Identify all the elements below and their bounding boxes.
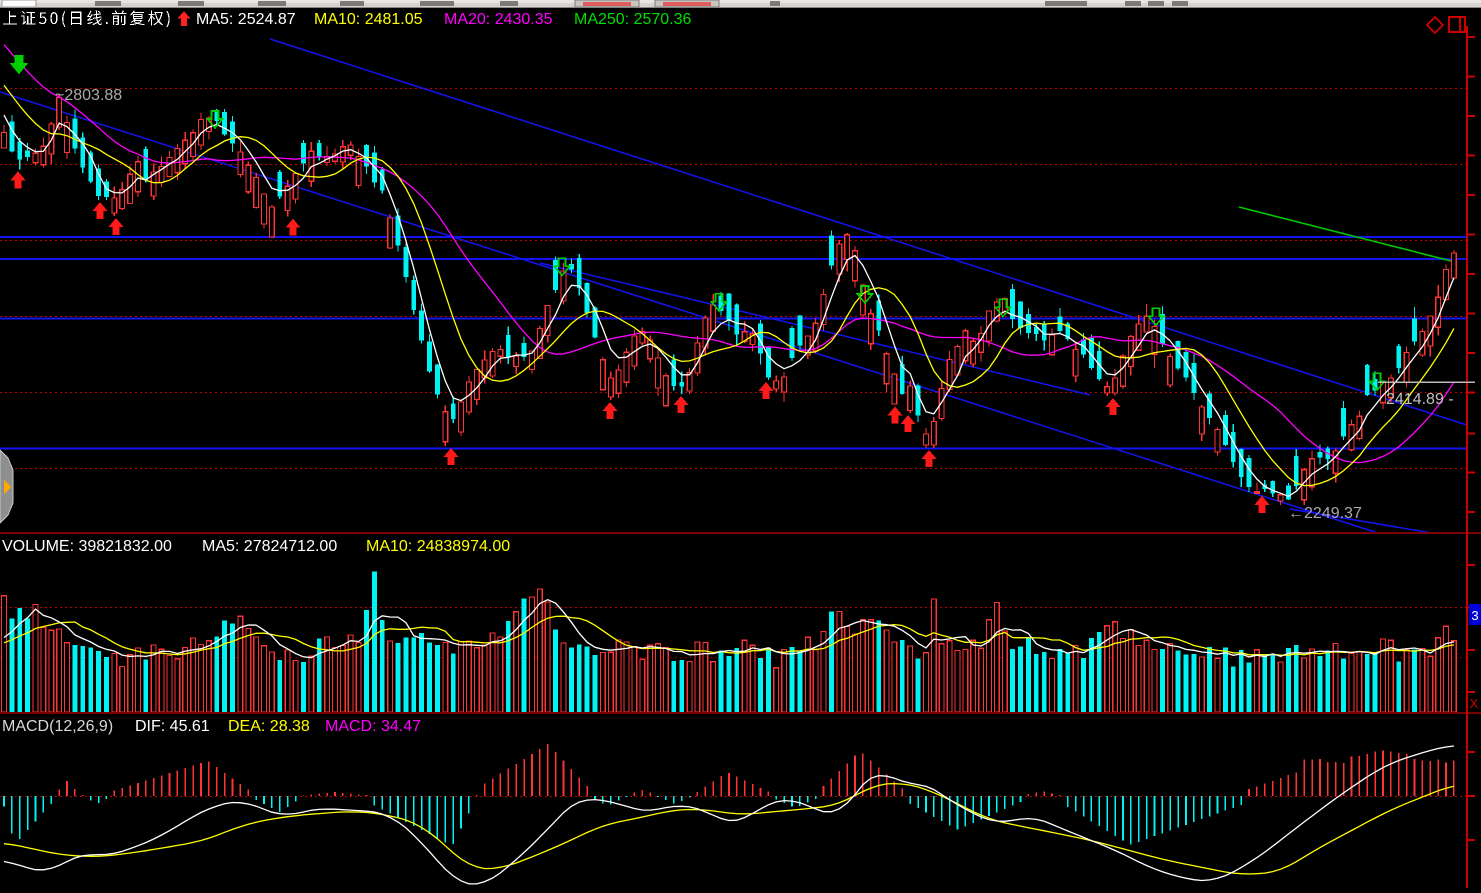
svg-text:MA10: 24838974.00: MA10: 24838974.00 xyxy=(366,538,510,555)
svg-text:MACD: 34.47: MACD: 34.47 xyxy=(325,718,421,735)
svg-text:MA5: 2524.87: MA5: 2524.87 xyxy=(196,11,296,28)
svg-text:DIF: 45.61: DIF: 45.61 xyxy=(135,718,210,735)
svg-text:←2249.37: ←2249.37 xyxy=(1288,505,1362,522)
svg-text:MA5: 27824712.00: MA5: 27824712.00 xyxy=(202,538,337,555)
svg-text:MA10: 2481.05: MA10: 2481.05 xyxy=(314,11,423,28)
svg-text:~2803.88: ~2803.88 xyxy=(55,87,122,104)
svg-text:2414.89 -: 2414.89 - xyxy=(1386,391,1454,408)
svg-text:MACD(12,26,9): MACD(12,26,9) xyxy=(2,718,113,735)
svg-text:VOLUME: 39821832.00: VOLUME: 39821832.00 xyxy=(2,538,172,555)
svg-text:X: X xyxy=(1470,696,1479,711)
svg-text:3: 3 xyxy=(1471,608,1478,623)
svg-text:DEA: 28.38: DEA: 28.38 xyxy=(228,718,310,735)
svg-text:MA250: 2570.36: MA250: 2570.36 xyxy=(574,11,692,28)
svg-text:MA20: 2430.35: MA20: 2430.35 xyxy=(444,11,553,28)
